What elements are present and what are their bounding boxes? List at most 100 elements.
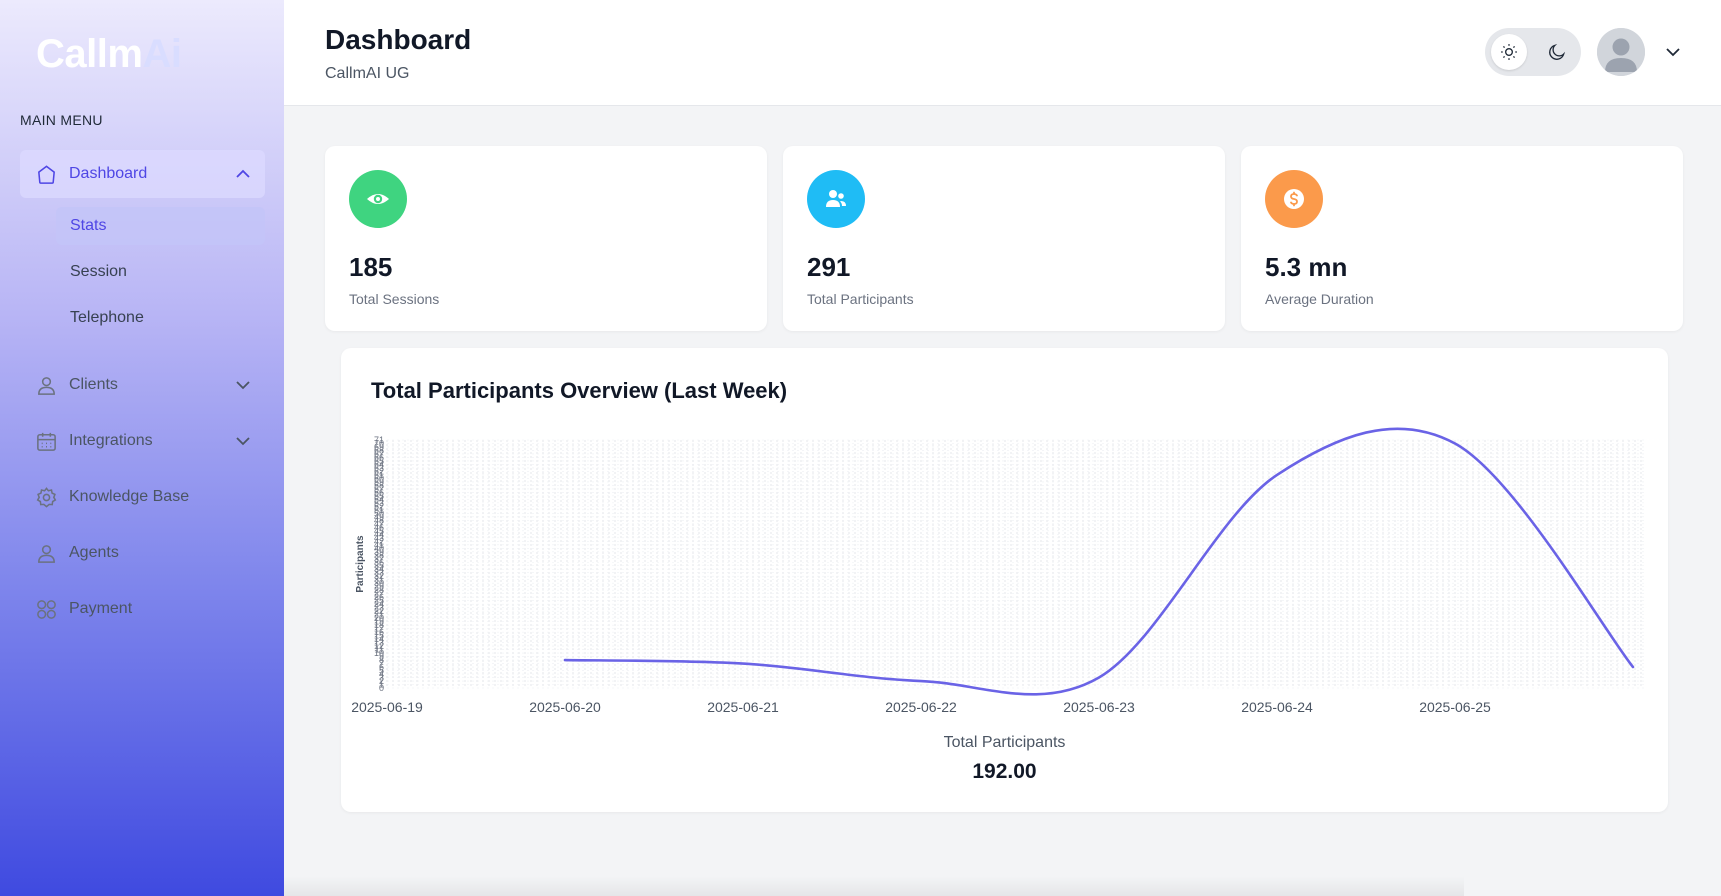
x-tick-label: 2025-06-25 <box>1419 699 1491 715</box>
stat-label: Average Duration <box>1265 291 1374 307</box>
stat-icon-circle <box>1265 170 1323 228</box>
page-title: Dashboard <box>325 24 472 55</box>
y-tick-label: 29 <box>374 582 384 592</box>
y-tick-label: 54 <box>374 494 384 504</box>
y-tick-label: 3 <box>379 673 384 683</box>
chart-legend-value: 192.00 <box>972 760 1037 783</box>
y-tick-label: 60 <box>374 473 384 483</box>
stat-label: Total Sessions <box>349 291 440 307</box>
y-tick-label: 37 <box>374 554 384 564</box>
participants-line-chart: 0123456789101112131415161718192021222324… <box>351 427 1646 715</box>
avatar[interactable] <box>1597 28 1645 76</box>
sidebar-item-dashboard[interactable]: Dashboard <box>20 150 265 198</box>
y-tick-label: 6 <box>379 662 384 672</box>
y-tick-label: 50 <box>374 508 384 518</box>
sidebar-item-knowledge-base[interactable]: Knowledge Base <box>20 473 265 521</box>
y-tick-label: 69 <box>374 442 384 452</box>
y-axis-label: Participants <box>355 535 366 593</box>
logo-text-primary: Callm <box>36 32 143 76</box>
sidebar: CallmAi MAIN MENU Dashboard Stats Sessio… <box>0 0 284 896</box>
sidebar-subitem-label: Stats <box>70 217 107 234</box>
y-tick-label: 67 <box>374 449 384 459</box>
chart-legend-name: Total Participants <box>943 734 1066 751</box>
y-tick-label: 71 <box>374 435 384 445</box>
user-avatar-icon <box>1597 28 1645 76</box>
stat-label: Total Participants <box>807 291 914 307</box>
stat-icon-circle <box>807 170 865 228</box>
light-mode-button[interactable] <box>1491 34 1527 70</box>
y-tick-label: 44 <box>374 529 384 539</box>
y-tick-label: 9 <box>379 652 384 662</box>
sidebar-item-payment[interactable]: Payment <box>20 585 265 633</box>
participants-chart-card: Total Participants Overview (Last Week) … <box>341 348 1668 812</box>
y-tick-label: 64 <box>374 459 384 469</box>
sidebar-subitem-stats[interactable]: Stats <box>56 207 265 245</box>
y-tick-label: 25 <box>374 596 384 606</box>
chevron-down-icon[interactable] <box>233 375 253 395</box>
y-tick-label: 24 <box>374 599 384 609</box>
sidebar-item-agents[interactable]: Agents <box>20 529 265 577</box>
y-tick-label: 10 <box>374 648 384 658</box>
users-icon <box>826 190 846 207</box>
y-tick-label: 63 <box>374 463 384 473</box>
y-tick-label: 13 <box>374 638 384 648</box>
x-tick-label: 2025-06-21 <box>707 699 779 715</box>
series-line-total-participants[interactable] <box>563 427 1635 696</box>
stat-value: 5.3 mn <box>1265 252 1348 282</box>
y-tick-label: 18 <box>374 620 384 630</box>
y-tick-label: 19 <box>374 617 384 627</box>
page-subtitle: CallmAI UG <box>325 65 410 82</box>
y-tick-label: 56 <box>374 487 384 497</box>
user-menu-chevron-icon[interactable] <box>1663 42 1683 62</box>
app-logo[interactable]: CallmAi <box>36 32 182 77</box>
y-tick-label: 33 <box>374 568 384 578</box>
y-tick-label: 58 <box>374 480 384 490</box>
grid-icon <box>34 597 58 621</box>
y-tick-label: 12 <box>374 641 384 651</box>
stat-value: 185 <box>349 252 393 282</box>
sidebar-item-label: Integrations <box>69 432 153 449</box>
y-tick-label: 51 <box>374 505 384 515</box>
chevron-down-icon[interactable] <box>233 431 253 451</box>
y-tick-label: 49 <box>374 512 384 522</box>
sidebar-subitem-label: Session <box>70 263 127 280</box>
y-tick-label: 28 <box>374 585 384 595</box>
y-tick-label: 5 <box>379 666 384 676</box>
y-tick-label: 66 <box>374 452 384 462</box>
y-tick-label: 59 <box>374 477 384 487</box>
y-tick-label: 7 <box>379 659 384 669</box>
y-tick-label: 62 <box>374 466 384 476</box>
stat-card-average-duration: 5.3 mn Average Duration <box>1241 146 1683 331</box>
chevron-up-icon[interactable] <box>233 164 253 184</box>
logo-text-accent: Ai <box>142 32 182 76</box>
y-tick-label: 31 <box>374 575 384 585</box>
sidebar-subitem-telephone[interactable]: Telephone <box>56 299 265 337</box>
y-tick-label: 55 <box>374 491 384 501</box>
y-tick-label: 53 <box>374 498 384 508</box>
dark-mode-button[interactable] <box>1539 34 1575 70</box>
y-tick-label: 1 <box>379 680 384 690</box>
dollar-icon <box>1284 189 1304 209</box>
user-icon <box>34 541 58 565</box>
sidebar-item-label: Agents <box>69 544 119 561</box>
y-tick-label: 61 <box>374 470 384 480</box>
sidebar-subitem-session[interactable]: Session <box>56 253 265 291</box>
sidebar-item-clients[interactable]: Clients <box>20 361 265 409</box>
y-tick-label: 36 <box>374 557 384 567</box>
y-tick-label: 57 <box>374 484 384 494</box>
sidebar-item-label: Clients <box>69 376 118 393</box>
x-tick-label: 2025-06-20 <box>529 699 601 715</box>
main-menu-label: MAIN MENU <box>20 112 103 128</box>
y-tick-label: 46 <box>374 522 384 532</box>
y-tick-label: 40 <box>374 543 384 553</box>
sidebar-item-label: Payment <box>69 600 133 617</box>
x-tick-label: 2025-06-24 <box>1241 699 1313 715</box>
theme-toggle[interactable] <box>1485 28 1581 76</box>
chart-title: Total Participants Overview (Last Week) <box>371 378 788 403</box>
calendar-icon <box>34 429 58 453</box>
sidebar-item-integrations[interactable]: Integrations <box>20 417 265 465</box>
y-tick-label: 2 <box>379 676 384 686</box>
top-header: Dashboard CallmAI UG <box>284 0 1721 106</box>
sidebar-item-label: Knowledge Base <box>69 488 190 505</box>
y-tick-label: 52 <box>374 501 384 511</box>
